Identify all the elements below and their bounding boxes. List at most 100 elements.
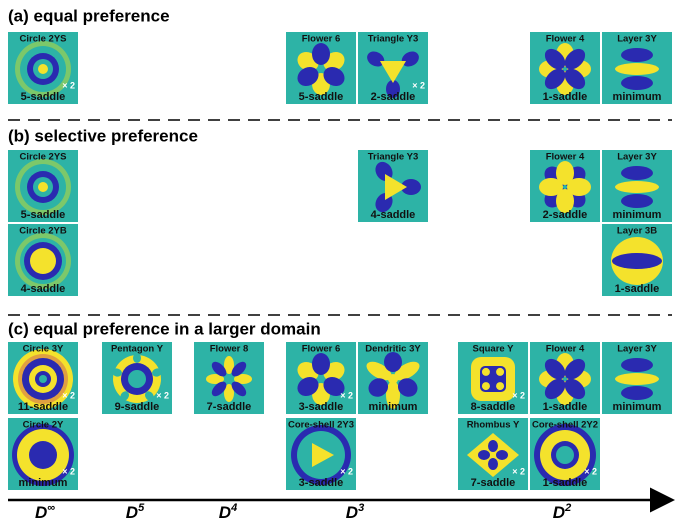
pattern-blob bbox=[231, 381, 247, 397]
pattern-ring bbox=[38, 64, 48, 74]
pattern-blob bbox=[556, 189, 574, 213]
pattern-blob bbox=[496, 367, 505, 376]
pattern-blob bbox=[544, 378, 566, 400]
pattern-blob bbox=[152, 368, 162, 377]
tile-label: 5-saddle bbox=[21, 209, 66, 221]
tile-label: 4-saddle bbox=[21, 283, 66, 295]
pattern-blob bbox=[367, 51, 385, 67]
tile-label: 4-saddle bbox=[371, 209, 416, 221]
tile-name: Flower 4 bbox=[546, 152, 585, 163]
tile-name: Flower 4 bbox=[546, 344, 585, 355]
pattern bbox=[467, 433, 519, 477]
tile-label: minimum bbox=[369, 401, 418, 413]
pattern-blob bbox=[368, 378, 389, 397]
axis-label: D5 bbox=[126, 502, 145, 523]
tile-name: Circle 2YS bbox=[20, 152, 67, 163]
tile-multiplier: × 2 bbox=[62, 390, 75, 400]
pattern-blob bbox=[401, 51, 419, 67]
pattern-blob bbox=[297, 66, 319, 87]
pattern-blob bbox=[481, 382, 490, 391]
tile-name: Circle 2YS bbox=[20, 34, 67, 45]
pattern bbox=[471, 357, 515, 401]
tile-name: Layer 3B bbox=[617, 226, 657, 237]
pattern bbox=[13, 349, 73, 409]
pattern-blob bbox=[621, 194, 653, 208]
tile-label: 3-saddle bbox=[299, 401, 344, 413]
tile-multiplier: × 2 bbox=[156, 390, 169, 400]
tile-name: Pentagon Y bbox=[111, 344, 164, 355]
pattern-tile: Pentagon Y 9-saddle× 2 bbox=[102, 342, 172, 414]
pattern-tile: Circle 2YS 5-saddle× 2 bbox=[8, 32, 78, 104]
pattern bbox=[534, 424, 596, 486]
pattern-blob bbox=[621, 358, 653, 372]
pattern-blob bbox=[621, 386, 653, 400]
pattern-blob bbox=[621, 76, 653, 90]
pattern-tile: Circle 2YS 5-saddle bbox=[8, 150, 78, 222]
pattern bbox=[367, 51, 419, 98]
pattern-blob bbox=[615, 63, 659, 75]
tile-label: 1-saddle bbox=[543, 91, 588, 103]
pattern-blob bbox=[312, 443, 334, 467]
pattern bbox=[366, 352, 420, 409]
pattern-blob bbox=[144, 391, 154, 401]
axis-label-base: D bbox=[126, 503, 138, 522]
pattern-blob bbox=[206, 374, 224, 384]
pattern-blob bbox=[615, 181, 659, 193]
tile-label: 7-saddle bbox=[207, 401, 252, 413]
pattern-tile: Rhombus Y 7-saddle× 2 bbox=[458, 418, 528, 490]
tile-label: minimum bbox=[613, 91, 662, 103]
axis-label-base: D bbox=[346, 503, 358, 522]
pattern-blob bbox=[312, 43, 330, 65]
pattern-blob bbox=[366, 361, 392, 381]
pattern-tile: Circle 2YB 4-saddle bbox=[8, 224, 78, 296]
pattern-tile: Square Y 8-saddle× 2 bbox=[458, 342, 528, 414]
axis-label-sup: 5 bbox=[138, 502, 145, 514]
panel-title: (a) equal preference bbox=[8, 6, 170, 25]
pattern bbox=[615, 358, 659, 400]
pattern-blob bbox=[544, 68, 566, 90]
pattern-blob bbox=[544, 48, 566, 70]
axis-label-sup: 4 bbox=[230, 502, 237, 514]
pattern bbox=[615, 166, 659, 208]
tile-label: minimum bbox=[613, 209, 662, 221]
tile-name: Rhombus Y bbox=[467, 420, 520, 431]
pattern-blob bbox=[478, 450, 490, 460]
pattern bbox=[611, 237, 663, 285]
tile-label: 2-saddle bbox=[543, 209, 588, 221]
tile-name: Circle 2YB bbox=[19, 226, 67, 237]
tile-name: Circle 3Y bbox=[23, 344, 64, 355]
axis-label: D2 bbox=[553, 502, 571, 523]
tile-label: 2-saddle bbox=[371, 91, 416, 103]
pattern bbox=[539, 161, 591, 213]
pattern-tile: Flower 4 2-saddle bbox=[530, 150, 600, 222]
pattern-blob bbox=[386, 80, 400, 98]
axis-label-base: D bbox=[35, 503, 47, 522]
pattern-blob bbox=[120, 391, 130, 401]
pattern-ring bbox=[30, 248, 56, 274]
pattern-tile: Triangle Y3 4-saddle bbox=[358, 150, 428, 222]
pattern bbox=[297, 353, 345, 405]
pattern-blob bbox=[224, 356, 234, 374]
pattern-tile: Layer 3B 1-saddle bbox=[602, 224, 672, 296]
tile-label: 5-saddle bbox=[21, 91, 66, 103]
pattern-tile: Layer 3Y minimum bbox=[602, 32, 672, 104]
pattern-blob bbox=[386, 381, 400, 409]
pattern-ring bbox=[29, 441, 57, 469]
tile-multiplier: × 2 bbox=[412, 80, 425, 90]
pattern-tile: Flower 8 7-saddle bbox=[194, 342, 264, 414]
panel-title: (b) selective preference bbox=[8, 126, 198, 145]
pattern-blob bbox=[621, 48, 653, 62]
pattern-tile: Flower 4 1-saddle bbox=[530, 342, 600, 414]
tile-label: 5-saddle bbox=[299, 91, 344, 103]
pattern-tile: Flower 6 5-saddle bbox=[286, 32, 356, 104]
axis-label-sup: ∞ bbox=[47, 502, 55, 514]
pattern-tile: Layer 3Y minimum bbox=[602, 342, 672, 414]
tile-name: Dendritic 3Y bbox=[365, 344, 421, 355]
tile-multiplier: × 2 bbox=[584, 466, 597, 476]
tile-name: Triangle Y3 bbox=[368, 152, 419, 163]
pattern-blob bbox=[112, 368, 122, 377]
pattern-ring bbox=[38, 182, 48, 192]
pattern-blob bbox=[564, 48, 586, 70]
